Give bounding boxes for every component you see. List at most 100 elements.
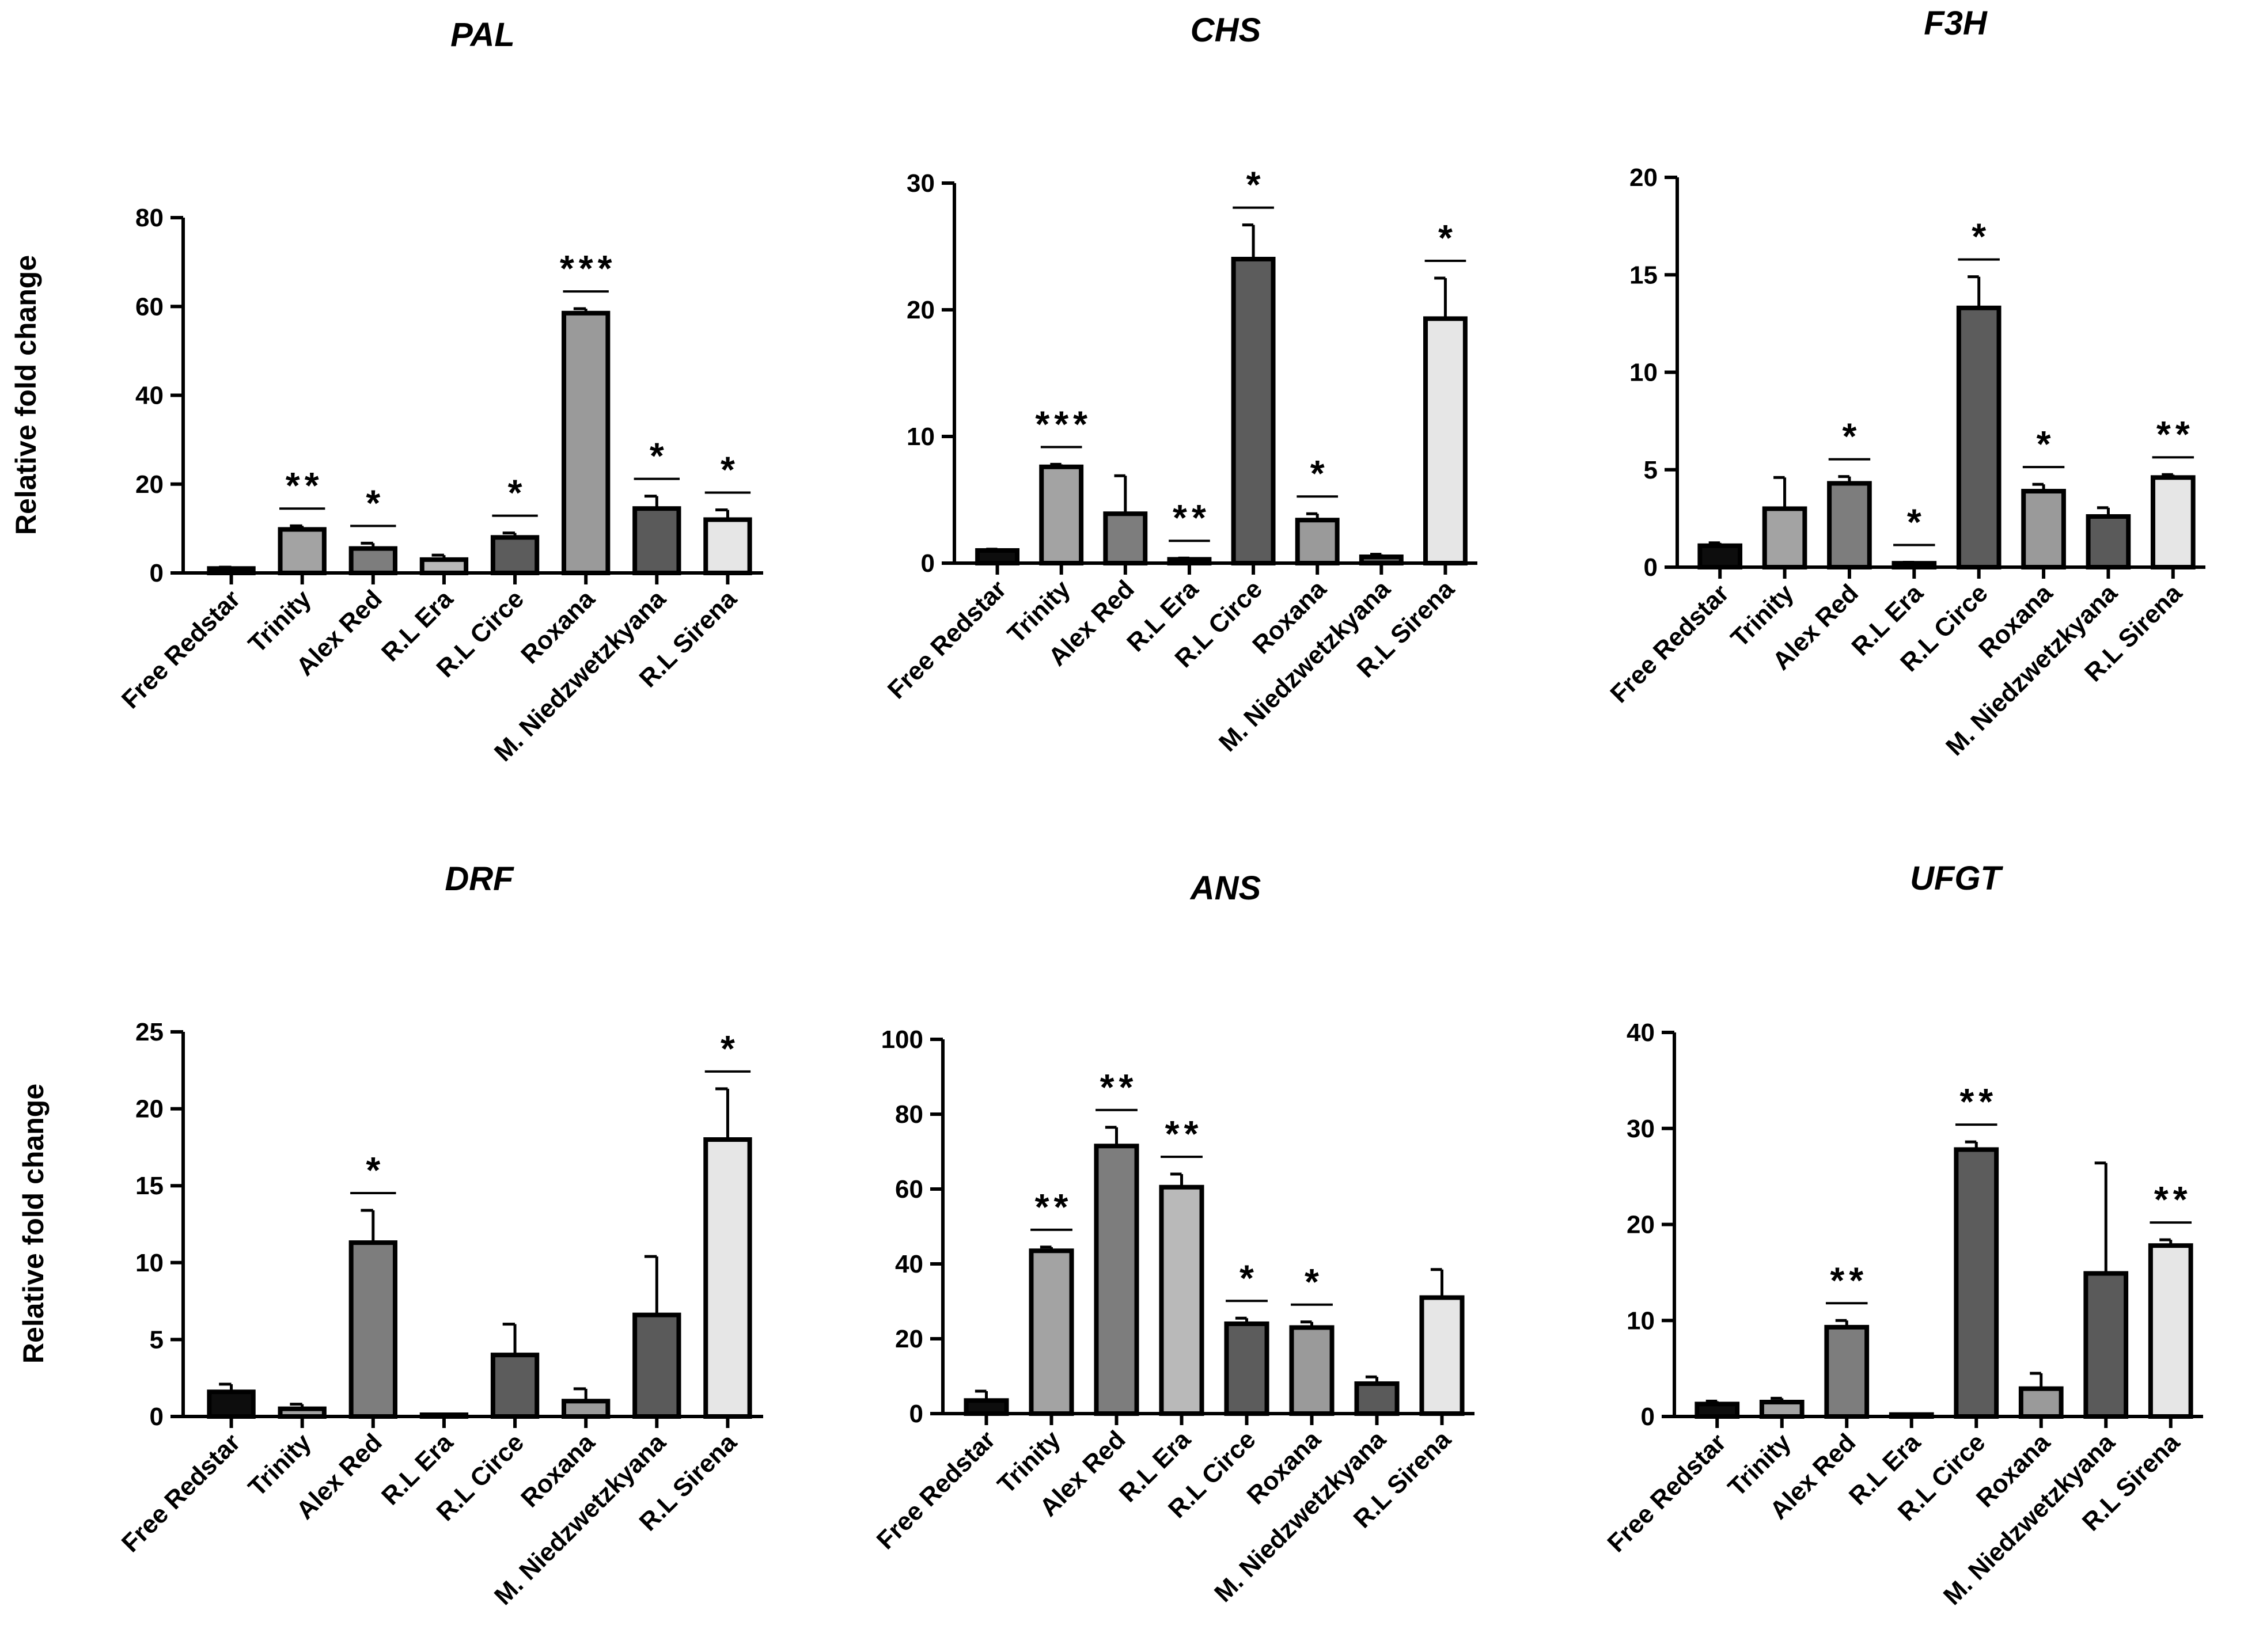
bar (1295, 518, 1340, 566)
y-tick-label: 30 (907, 169, 935, 198)
y-tick-label: 25 (135, 1018, 164, 1046)
chart-title-ufgt: UFGT (1910, 860, 2003, 897)
x-category-label: Free Redstar (882, 575, 1012, 704)
bar (348, 546, 397, 575)
bar (2086, 514, 2131, 569)
significance-marker: ** (1830, 1259, 1868, 1301)
significance-marker: * (508, 472, 527, 514)
significance-marker: * (1842, 416, 1861, 457)
bar (1891, 561, 1937, 569)
bar (2021, 488, 2066, 569)
significance-marker: *** (1035, 403, 1092, 445)
chart-title-ans: ANS (1189, 869, 1261, 907)
bar (278, 527, 327, 575)
significance-marker: ** (286, 465, 324, 506)
significance-marker: ** (1035, 1186, 1073, 1228)
y-tick-label: 30 (1627, 1115, 1655, 1143)
significance-marker: * (1907, 502, 1926, 543)
y-tick-label: 20 (895, 1325, 923, 1353)
bar (975, 548, 1020, 565)
bar (2150, 475, 2196, 569)
chart-title-f3h: F3H (1924, 5, 1988, 42)
x-category-label: Free Redstar (116, 584, 246, 714)
bar (562, 310, 611, 575)
bar (2083, 1271, 2129, 1419)
bar (1695, 1402, 1740, 1419)
bar (562, 1399, 611, 1419)
bar (1103, 511, 1148, 566)
significance-marker: ** (1165, 1113, 1203, 1154)
bar (490, 535, 540, 575)
bar (1159, 1184, 1204, 1416)
y-tick-label: 10 (907, 423, 935, 451)
x-category-label: Free Redstar (116, 1428, 246, 1558)
bar (1224, 1321, 1269, 1416)
y-tick-label: 80 (135, 204, 164, 232)
bar (1419, 1295, 1465, 1416)
bar (1759, 1399, 1805, 1419)
y-axis-label: Relative fold change (17, 1084, 50, 1364)
bar (1954, 1147, 1999, 1419)
y-tick-label: 60 (135, 293, 164, 321)
y-tick-label: 80 (895, 1100, 923, 1129)
bar (2148, 1243, 2193, 1419)
bar (632, 506, 681, 576)
bar (1354, 1381, 1400, 1416)
bar (703, 517, 752, 576)
y-tick-label: 0 (150, 1403, 164, 1431)
y-tick-label: 40 (135, 382, 164, 410)
significance-marker: * (366, 1149, 385, 1191)
significance-marker: ** (1100, 1066, 1138, 1108)
x-category-label: Free Redstar (871, 1425, 1001, 1555)
bar (490, 1353, 540, 1419)
chart-title-chs: CHS (1191, 12, 1261, 49)
y-tick-label: 0 (1641, 1403, 1655, 1431)
significance-marker: * (721, 1028, 740, 1069)
bar (1827, 481, 1872, 569)
bar (1956, 305, 2002, 569)
bar (278, 1406, 327, 1419)
bar (1094, 1144, 1139, 1416)
bar (964, 1398, 1009, 1416)
significance-marker: * (1305, 1261, 1324, 1302)
significance-marker: * (721, 449, 740, 490)
y-tick-label: 20 (1629, 164, 1658, 192)
significance-marker: *** (560, 248, 617, 289)
bar (1167, 557, 1212, 566)
bar (1029, 1248, 1074, 1416)
bar (348, 1240, 397, 1419)
significance-marker: * (1972, 216, 1991, 257)
y-tick-label: 40 (1627, 1019, 1655, 1047)
significance-marker: ** (1959, 1081, 1997, 1122)
bar (1289, 1325, 1335, 1416)
bar (1762, 506, 1807, 570)
bar (1359, 555, 1404, 565)
significance-marker: * (1246, 164, 1265, 206)
y-tick-label: 0 (1644, 553, 1658, 582)
significance-marker: ** (2154, 1179, 2192, 1220)
bar (419, 557, 469, 575)
y-tick-label: 20 (1627, 1211, 1655, 1239)
y-tick-label: 10 (1627, 1307, 1655, 1335)
y-axis-label: Relative fold change (10, 255, 42, 535)
y-tick-label: 0 (921, 549, 935, 578)
bar (703, 1137, 752, 1419)
significance-marker: * (650, 435, 669, 477)
bar (1231, 257, 1276, 565)
y-tick-label: 15 (135, 1172, 164, 1200)
significance-marker: ** (1173, 497, 1211, 538)
chart-title-drf: DRF (445, 860, 514, 898)
y-tick-label: 10 (135, 1249, 164, 1277)
y-tick-label: 20 (907, 296, 935, 324)
y-tick-label: 0 (150, 559, 164, 587)
y-tick-label: 40 (895, 1250, 923, 1278)
y-tick-label: 5 (150, 1326, 164, 1354)
y-tick-label: 0 (909, 1400, 923, 1428)
y-tick-label: 15 (1629, 261, 1658, 289)
bar (1039, 464, 1084, 565)
significance-marker: ** (2156, 413, 2194, 455)
y-tick-label: 10 (1629, 359, 1658, 387)
y-tick-label: 20 (135, 1095, 164, 1123)
significance-marker: * (1239, 1257, 1259, 1298)
